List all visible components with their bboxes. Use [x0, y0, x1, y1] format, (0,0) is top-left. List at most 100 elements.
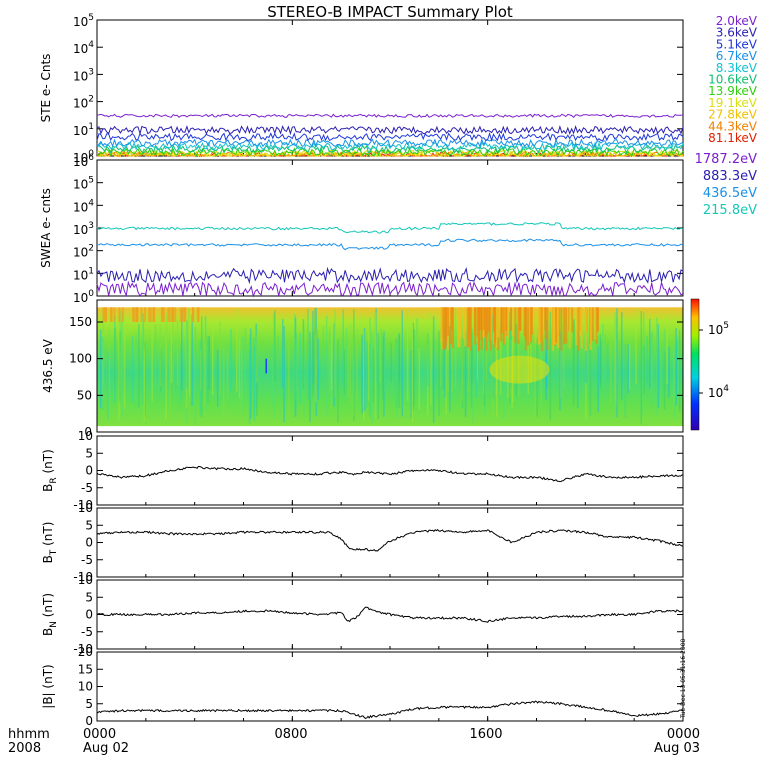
heatmap-streak — [604, 334, 606, 400]
legend-entry: 215.8eV — [703, 203, 757, 218]
panel-bmag: 0 5 10 15 20 |B| (nT) — [41, 645, 684, 728]
series-line-8.3keV — [96, 140, 684, 152]
heatmap-streak — [181, 307, 184, 322]
heatmap-streak — [484, 307, 487, 338]
x-tick-label-date: Aug 03 — [654, 741, 700, 756]
heatmap-streak — [230, 329, 232, 391]
heatmap-streak — [523, 307, 526, 337]
heatmap-streak — [159, 323, 161, 387]
y-axis-label: |B| (nT) — [41, 664, 55, 708]
legend-entry: 13.9keV — [708, 84, 758, 98]
heatmap-streak — [309, 332, 311, 423]
heatmap-streak — [104, 307, 107, 322]
heatmap-streak — [314, 334, 317, 404]
heatmap-streak — [511, 307, 514, 336]
heatmap-streak — [100, 329, 102, 409]
heatmap-streak — [494, 307, 497, 343]
y-tick-label: -5 — [81, 625, 93, 639]
heatmap-streak — [192, 307, 194, 322]
y-tick-label: -5 — [81, 481, 93, 495]
heatmap-streak — [165, 313, 168, 401]
heatmap-streak — [488, 307, 491, 342]
series-line-10.6keV — [97, 144, 683, 154]
y-tick-label: 5 — [85, 697, 93, 711]
heatmap-streak — [527, 307, 530, 346]
heatmap-streak — [102, 307, 105, 322]
heatmap-streak — [461, 318, 464, 402]
panel-frame — [96, 507, 684, 578]
series-line — [96, 529, 684, 552]
y-tick-label: 10 — [78, 573, 93, 587]
heatmap-streak — [307, 308, 309, 400]
y-tick-label: 50 — [77, 388, 92, 402]
heatmap-streak — [471, 349, 473, 386]
heatmap-streak — [485, 347, 488, 381]
panel-swea: 100 101 102 103 104 105 106 SWEA e- cnts 1787.2e… — [39, 152, 757, 305]
legend-entry: 1787.2eV — [695, 152, 757, 167]
heatmap-streak — [240, 342, 243, 413]
y-tick-label: 0 — [85, 608, 93, 622]
heatmap-streak — [317, 338, 319, 401]
y-tick-label: 101 — [73, 266, 94, 282]
heatmap-streak — [562, 345, 565, 388]
y-tick-label: -10 — [73, 498, 93, 512]
heatmap-streak — [356, 329, 358, 402]
heatmap-streak — [176, 320, 179, 386]
heatmap-streak — [477, 307, 480, 352]
heatmap-streak — [114, 327, 116, 387]
heatmap-streak — [381, 333, 383, 393]
heatmap-streak — [401, 310, 403, 417]
heatmap-streak — [500, 307, 503, 334]
heatmap-streak — [450, 307, 453, 345]
heatmap-streak — [594, 307, 597, 340]
heatmap-streak — [382, 351, 384, 400]
y-tick-label: -5 — [81, 553, 93, 567]
heatmap-streak — [390, 343, 392, 383]
heatmap-streak — [120, 343, 122, 416]
heatmap-streak — [483, 337, 486, 407]
x-tick-label-date: Aug 02 — [83, 741, 129, 756]
heatmap-streak — [480, 307, 483, 350]
heatmap-streak — [628, 344, 631, 390]
heatmap-streak — [299, 332, 301, 404]
heatmap-streak — [372, 348, 375, 402]
heatmap-streak — [640, 311, 642, 425]
heatmap-streak — [540, 307, 543, 352]
heatmap-streak — [506, 307, 509, 338]
heatmap-streak — [588, 347, 590, 392]
heatmap-streak — [438, 331, 440, 416]
heatmap-streak — [149, 307, 152, 322]
heatmap-streak — [379, 347, 381, 383]
heatmap-streak — [178, 351, 181, 412]
series-line-6.7keV — [96, 137, 684, 148]
heatmap-streak — [441, 307, 444, 350]
heatmap-streak — [674, 345, 676, 419]
colorbar — [690, 298, 700, 431]
heatmap-streak — [347, 342, 349, 398]
heatmap-streak — [342, 309, 344, 387]
heatmap-streak — [249, 335, 251, 396]
heatmap-streak — [534, 307, 537, 344]
heatmap-streak — [650, 333, 653, 411]
heatmap-streak — [255, 324, 257, 408]
heatmap-streak — [544, 307, 547, 340]
heatmap-streak — [135, 333, 137, 409]
heatmap-streak — [577, 307, 580, 351]
heatmap-streak — [678, 330, 681, 412]
heatmap-streak — [253, 346, 256, 421]
heatmap-streak — [154, 324, 157, 390]
timestamp-label: Tue Dec 13 05:31:16 2008 — [680, 638, 687, 719]
y-tick-label: 0 — [84, 425, 92, 439]
heatmap-streak — [560, 307, 563, 351]
heatmap-streak — [585, 325, 587, 384]
heatmap-streak — [333, 323, 335, 407]
y-tick-label: 10 — [78, 501, 93, 515]
heatmap-streak — [169, 350, 171, 420]
heatmap-streak — [497, 307, 500, 338]
heatmap-streak — [530, 307, 533, 336]
heatmap-streak — [398, 332, 400, 408]
heatmap-streak — [142, 313, 144, 405]
heatmap-streak — [482, 307, 485, 331]
x-tick-label-hhmm: 0800 — [274, 727, 307, 742]
